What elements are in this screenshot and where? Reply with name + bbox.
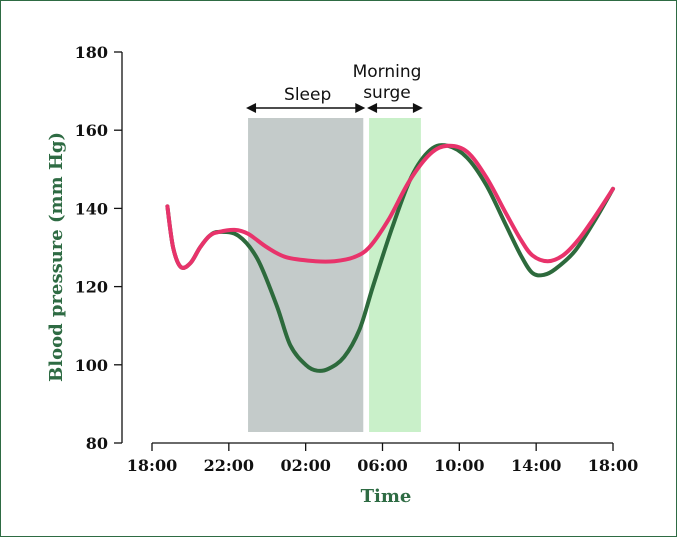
surge-label-line-1: Morning bbox=[353, 62, 422, 82]
y-tick-label: 160 bbox=[75, 121, 108, 140]
y-tick-label: 80 bbox=[86, 434, 108, 453]
y-tick-label: 120 bbox=[75, 278, 108, 297]
region-band-0 bbox=[248, 118, 364, 432]
x-tick-label: 02:00 bbox=[280, 456, 330, 475]
y-tick-label: 100 bbox=[75, 356, 108, 375]
x-tick-label: 06:00 bbox=[357, 456, 407, 475]
sleep-arrow-head-right bbox=[355, 103, 366, 113]
y-tick-label: 140 bbox=[75, 199, 108, 218]
y-axis-title: Blood pressure (mm Hg) bbox=[46, 132, 67, 382]
surge-label-line-2: surge bbox=[363, 83, 411, 103]
x-tick-label: 18:00 bbox=[588, 456, 638, 475]
x-tick-label: 18:00 bbox=[127, 456, 177, 475]
y-tick-label: 180 bbox=[75, 43, 108, 62]
surge-arrow-head-left bbox=[367, 103, 378, 113]
x-axis-title: Time bbox=[361, 486, 412, 507]
x-tick-label: 22:00 bbox=[204, 456, 254, 475]
series-line-1 bbox=[165, 143, 615, 270]
sleep-label: Sleep bbox=[284, 85, 331, 105]
surge-arrow-head-right bbox=[412, 103, 423, 113]
sleep-arrow-head-left bbox=[246, 103, 257, 113]
x-tick-label: 14:00 bbox=[511, 456, 561, 475]
x-tick-label: 10:00 bbox=[434, 456, 484, 475]
